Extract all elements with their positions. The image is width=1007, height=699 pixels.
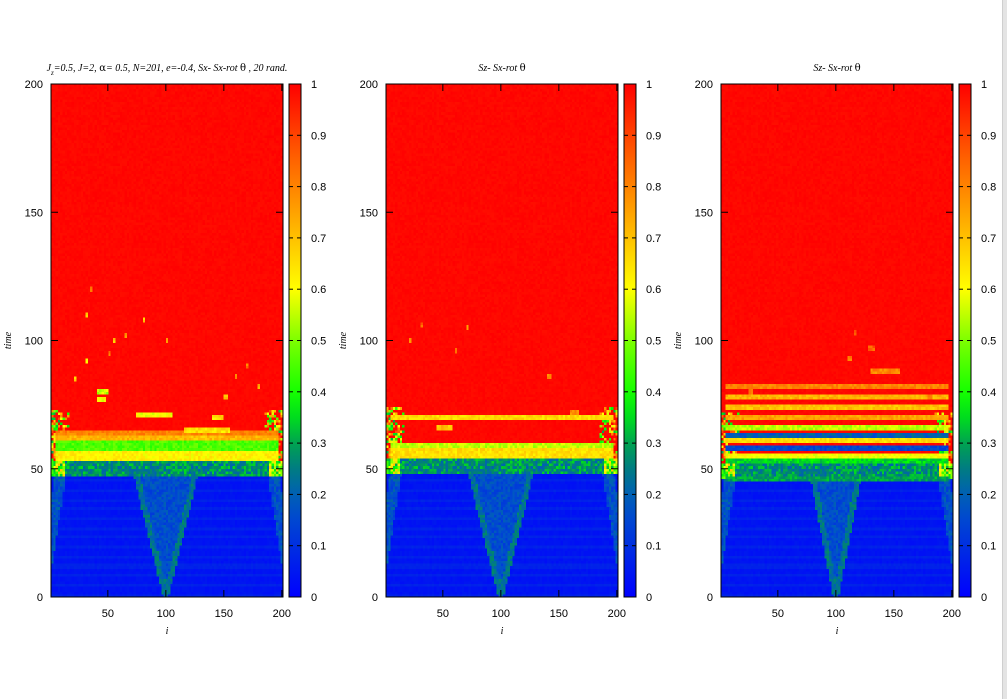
y-tick-label: 0: [37, 592, 43, 604]
window-edge: [1002, 0, 1007, 699]
colorbar-tick-label: 0.5: [311, 336, 326, 348]
colorbar-tick-label: 0.9: [981, 130, 996, 142]
y-tick-label: 200: [25, 79, 43, 91]
chart-title: Jz=0.5, J=2, α= 0.5, N=201, e=-0.4, Sx- …: [47, 63, 288, 77]
title-part: θ: [240, 63, 246, 74]
colorbar-tick-label: 0.7: [311, 233, 326, 245]
colorbar-tick-label: 0.9: [311, 130, 326, 142]
y-axis-label: time: [673, 331, 684, 349]
title-part: J: [47, 63, 52, 74]
colorbar-tick-label: 0.4: [646, 387, 661, 399]
x-tick-label: 100: [492, 608, 510, 620]
y-tick-label: 200: [695, 79, 713, 91]
chart-panel-2: 0 50 100 150 200 50 100 150 200 i time Sz- Sx-rot θ…: [338, 63, 661, 637]
colorbar-tick-label: 0.3: [311, 438, 326, 450]
x-axis-label: i: [501, 626, 504, 637]
colorbar-tick-label: 1: [981, 79, 987, 91]
colorbar-tick-label: 1: [646, 79, 652, 91]
title-part: Sz- Sx-rot: [813, 63, 854, 74]
colorbar: 0 0.1 0.2 0.3 0.4 0.5 0.6 0.7 0.8 0.9 1: [623, 79, 661, 604]
colorbar-tick-label: 0.6: [311, 284, 326, 296]
colorbar: 0 0.1 0.2 0.3 0.4 0.5 0.6 0.7 0.8 0.9 1: [958, 79, 996, 604]
y-axis-label: time: [3, 331, 14, 349]
y-tick-label: 0: [372, 592, 378, 604]
title-part: θ: [520, 63, 526, 74]
y-tick-label: 150: [695, 207, 713, 219]
colorbar-tick-label: 0.2: [311, 489, 326, 501]
chart-panel-3: 0 50 100 150 200 50 100 150 200 i time Sz- Sx-rot θ…: [673, 63, 996, 637]
x-tick-label: 150: [550, 608, 568, 620]
colorbar-tick-label: 0.7: [981, 233, 996, 245]
chart-panel-1: 0 50 100 150 200 50 100 150 200 i time Jz=0.5, J=2,…: [3, 63, 326, 637]
x-tick-label: 100: [157, 608, 175, 620]
colorbar-tick-label: 0.2: [646, 489, 661, 501]
colorbar-tick-label: 0.1: [646, 541, 661, 553]
y-tick-label: 100: [25, 336, 43, 348]
y-tick-label: 200: [360, 79, 378, 91]
x-tick-label: 200: [273, 608, 291, 620]
x-tick-label: 150: [885, 608, 903, 620]
x-tick-label: 50: [772, 608, 784, 620]
colorbar-tick-label: 0.9: [646, 130, 661, 142]
title-part: α: [99, 63, 106, 74]
x-tick-label: 100: [827, 608, 845, 620]
chart-title: Sz- Sx-rot θ: [478, 63, 525, 74]
y-tick-label: 50: [701, 464, 713, 476]
colorbar-tick-label: 0.1: [981, 541, 996, 553]
colorbar-tick-label: 0.5: [981, 336, 996, 348]
heatmap-cells: [51, 84, 283, 597]
title-part: Sz- Sx-rot: [478, 63, 519, 74]
x-tick-label: 200: [608, 608, 626, 620]
y-tick-label: 100: [360, 336, 378, 348]
y-tick-label: 150: [25, 207, 43, 219]
title-part: , 20 rand.: [246, 63, 287, 74]
colorbar-tick-label: 0.5: [646, 336, 661, 348]
colorbar-tick-label: 0: [646, 592, 652, 604]
y-axis-label: time: [338, 331, 349, 349]
colorbar-tick-label: 0.1: [311, 541, 326, 553]
colorbar-tick-label: 0.6: [981, 284, 996, 296]
colorbar-tick-label: 0: [981, 592, 987, 604]
colorbar-tick-label: 0.2: [981, 489, 996, 501]
y-tick-label: 100: [695, 336, 713, 348]
colorbar-tick-label: 0.3: [646, 438, 661, 450]
colorbar-tick-label: 0.3: [981, 438, 996, 450]
colorbar-tick-label: 0.8: [981, 182, 996, 194]
x-axis-label: i: [166, 626, 169, 637]
title-part: = 0.5, N=201, e=-0.4, Sx- Sx-rot: [106, 63, 240, 74]
colorbar-tick-label: 0.6: [646, 284, 661, 296]
colorbar: 0 0.1 0.2 0.3 0.4 0.5 0.6 0.7 0.8 0.9 1: [288, 79, 326, 604]
y-tick-label: 150: [360, 207, 378, 219]
title-part: =0.5, J=2,: [54, 63, 99, 74]
title-subscript: z: [50, 69, 54, 77]
y-tick-label: 0: [707, 592, 713, 604]
colorbar-tick-label: 1: [311, 79, 317, 91]
colorbar-tick-label: 0.7: [646, 233, 661, 245]
y-tick-label: 50: [366, 464, 378, 476]
colorbar-tick-label: 0.4: [981, 387, 996, 399]
heatmap-cells: [721, 84, 953, 597]
colorbar-tick-label: 0.4: [311, 387, 326, 399]
x-tick-label: 50: [437, 608, 449, 620]
colorbar-tick-label: 0: [311, 592, 317, 604]
colorbar-tick-label: 0.8: [311, 182, 326, 194]
x-tick-label: 200: [943, 608, 961, 620]
heatmap-cells: [386, 84, 618, 597]
y-tick-label: 50: [31, 464, 43, 476]
x-tick-label: 150: [215, 608, 233, 620]
x-axis-label: i: [836, 626, 839, 637]
chart-title: Sz- Sx-rot θ: [813, 63, 860, 74]
x-tick-label: 50: [102, 608, 114, 620]
title-part: θ: [855, 63, 861, 74]
colorbar-tick-label: 0.8: [646, 182, 661, 194]
